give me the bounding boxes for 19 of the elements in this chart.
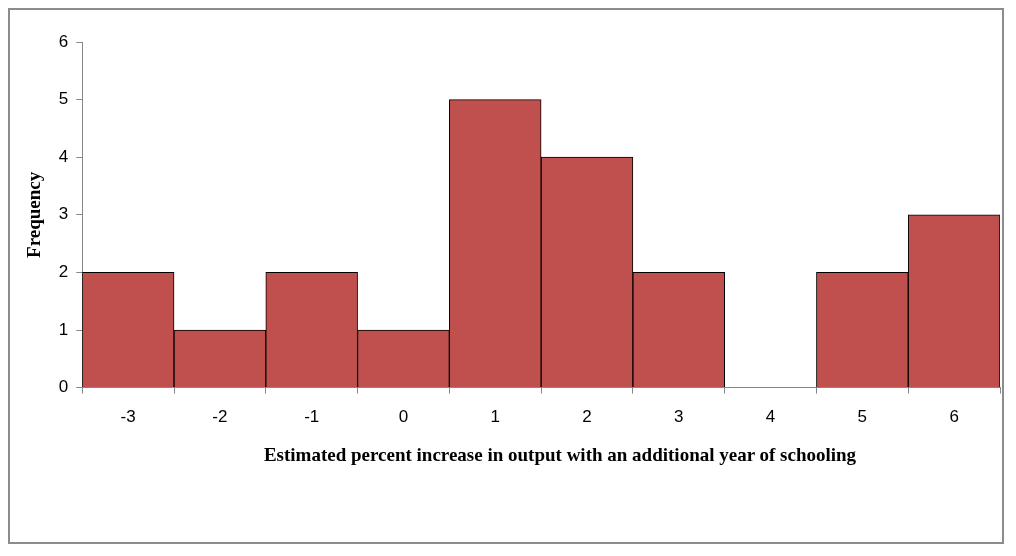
y-tick-label: 0 [58,377,69,397]
x-tick-label: -3 [120,407,136,427]
y-tick-label: 6 [58,31,69,51]
y-tick-label: 5 [58,89,69,109]
y-tick-label: 1 [58,319,69,339]
x-tick-label: -2 [212,407,228,427]
y-tick-label: 3 [58,204,69,224]
x-tick-label: 1 [490,407,500,427]
x-tick-label: 4 [765,407,776,427]
y-axis-title: Frequency [23,171,45,258]
x-tick-label: 2 [582,407,592,427]
x-axis-title: Estimated percent increase in output with an additional year of schooling [262,443,858,467]
y-tick-label: 2 [58,262,69,282]
x-tick-label: 0 [398,407,409,427]
x-tick-label: -1 [304,407,320,427]
x-tick-label: 6 [949,407,959,427]
x-tick-label: 3 [674,407,684,427]
x-tick-label: 5 [857,407,868,427]
y-tick-label: 4 [58,146,69,166]
